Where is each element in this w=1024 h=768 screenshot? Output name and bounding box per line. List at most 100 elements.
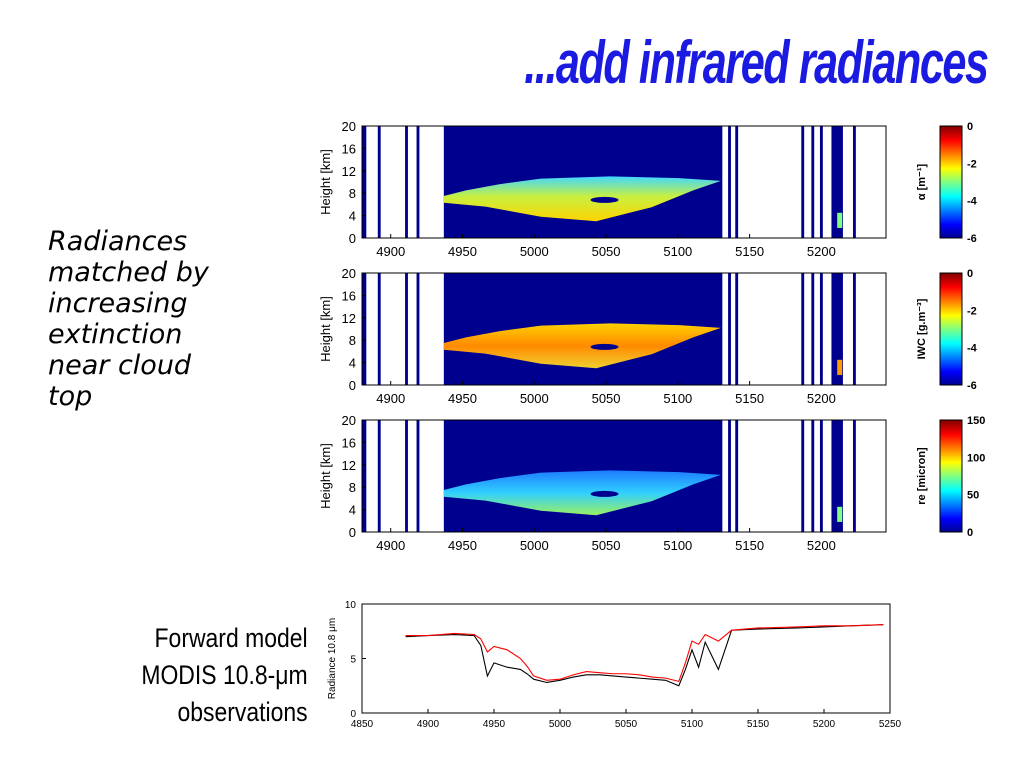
colorbar [939,272,963,386]
x-tick-label: 4950 [448,244,477,259]
x-tick-label: 5000 [520,244,549,259]
model-label-line: Forward model [154,623,308,653]
y-tick-label: 16 [342,435,356,450]
x-tick-label: 5050 [592,391,621,406]
side-text-line: extinction [48,319,183,350]
x-tick-label: 5100 [663,538,692,553]
x-tick-label: 5150 [735,538,764,553]
plot-frame [361,272,887,386]
side-text-line: Radiances [48,226,188,257]
data-gap [419,126,444,238]
colorbar-tick-label: 150 [967,415,985,427]
x-tick-label: 5200 [813,719,836,730]
data-gap [842,126,853,238]
x-tick-label: 5000 [520,391,549,406]
data-gap [407,420,417,532]
cloud-fragment [837,212,843,228]
colorbar-tick-label: 0 [967,121,973,133]
y-tick-label: 20 [342,119,356,134]
model-label-line: MODIS 10.8-μm [141,660,308,690]
y-tick-label: 0 [350,709,356,720]
x-tick-label: 5050 [592,538,621,553]
side-text-line: near cloud [48,350,192,381]
cloud-layer [443,176,721,222]
x-tick-label: 5200 [807,391,836,406]
y-axis-label: Height [km] [318,443,333,509]
observations-line [405,624,884,687]
x-tick-label: 4850 [351,719,374,730]
x-tick-label: 4950 [448,538,477,553]
colorbar-label: α [m⁻¹] [916,163,928,200]
colorbar-tick-label: -2 [967,305,977,317]
y-tick-label: 4 [349,209,356,224]
colorbar-tick-label: -6 [967,380,977,392]
data-gap [855,420,886,532]
y-tick-label: 16 [342,141,356,156]
colorbar-tick-label: 0 [967,268,973,280]
cloud-layer [443,323,721,369]
x-tick-label: 5200 [807,538,836,553]
x-tick-label: 5100 [663,244,692,259]
cloud-layer [443,470,721,516]
y-tick-label: 4 [349,503,356,518]
x-tick-label: 4900 [376,244,405,259]
colorbar-label: re [micron] [916,447,928,505]
data-gap [738,126,802,238]
colorbar-tick-label: -6 [967,233,977,245]
y-tick-label: 5 [350,655,356,666]
y-axis-label: Height [km] [318,296,333,362]
data-gap [822,273,832,385]
side-text-line: matched by [48,257,209,288]
x-tick-label: 5000 [520,538,549,553]
x-tick-label: 4900 [417,719,440,730]
line-plot-frame [361,603,891,714]
x-tick-label: 5200 [807,244,836,259]
cloud-fragment [837,506,843,522]
x-tick-label: 5100 [663,391,692,406]
x-tick-label: 5150 [735,244,764,259]
data-gap [722,420,729,532]
data-gap [366,126,378,238]
colorbar-tick-label: -2 [967,158,977,170]
y-tick-label: 20 [342,266,356,281]
colorbar-tick-label: 0 [967,527,973,539]
y-tick-label: 10 [345,600,357,611]
colorbar-label: IWC [g.m⁻³] [916,298,928,359]
data-gap [842,273,853,385]
colorbar-tick-label: -4 [967,196,978,208]
colorbar [939,419,963,533]
data-gap [730,126,736,238]
data-gap [419,273,444,385]
data-gap [855,273,886,385]
y-tick-label: 12 [342,458,356,473]
x-tick-label: 4950 [448,391,477,406]
x-tick-label: 5100 [681,719,704,730]
data-gap [722,126,729,238]
y-tick-label: 0 [349,231,356,246]
y-tick-label: 0 [349,378,356,393]
data-gap [407,126,417,238]
data-gap [842,420,853,532]
slide-title: ...add infrared radiances [524,29,990,96]
cloud-hole [590,196,619,203]
x-tick-label: 5050 [615,719,638,730]
model-label-line: observations [177,697,308,727]
x-tick-label: 4900 [376,538,405,553]
y-tick-label: 20 [342,413,356,428]
data-gap [822,126,832,238]
plot-frame [361,419,887,533]
x-tick-label: 5150 [735,391,764,406]
data-gap [722,273,729,385]
data-gap [804,126,812,238]
data-gap [814,126,820,238]
data-gap [366,420,378,532]
data-gap [380,420,406,532]
colorbar-tick-label: -4 [967,343,978,355]
x-tick-label: 4900 [376,391,405,406]
colorbar [939,125,963,239]
y-tick-label: 16 [342,288,356,303]
data-gap [730,273,736,385]
data-gap [814,420,820,532]
x-tick-label: 5250 [879,719,902,730]
